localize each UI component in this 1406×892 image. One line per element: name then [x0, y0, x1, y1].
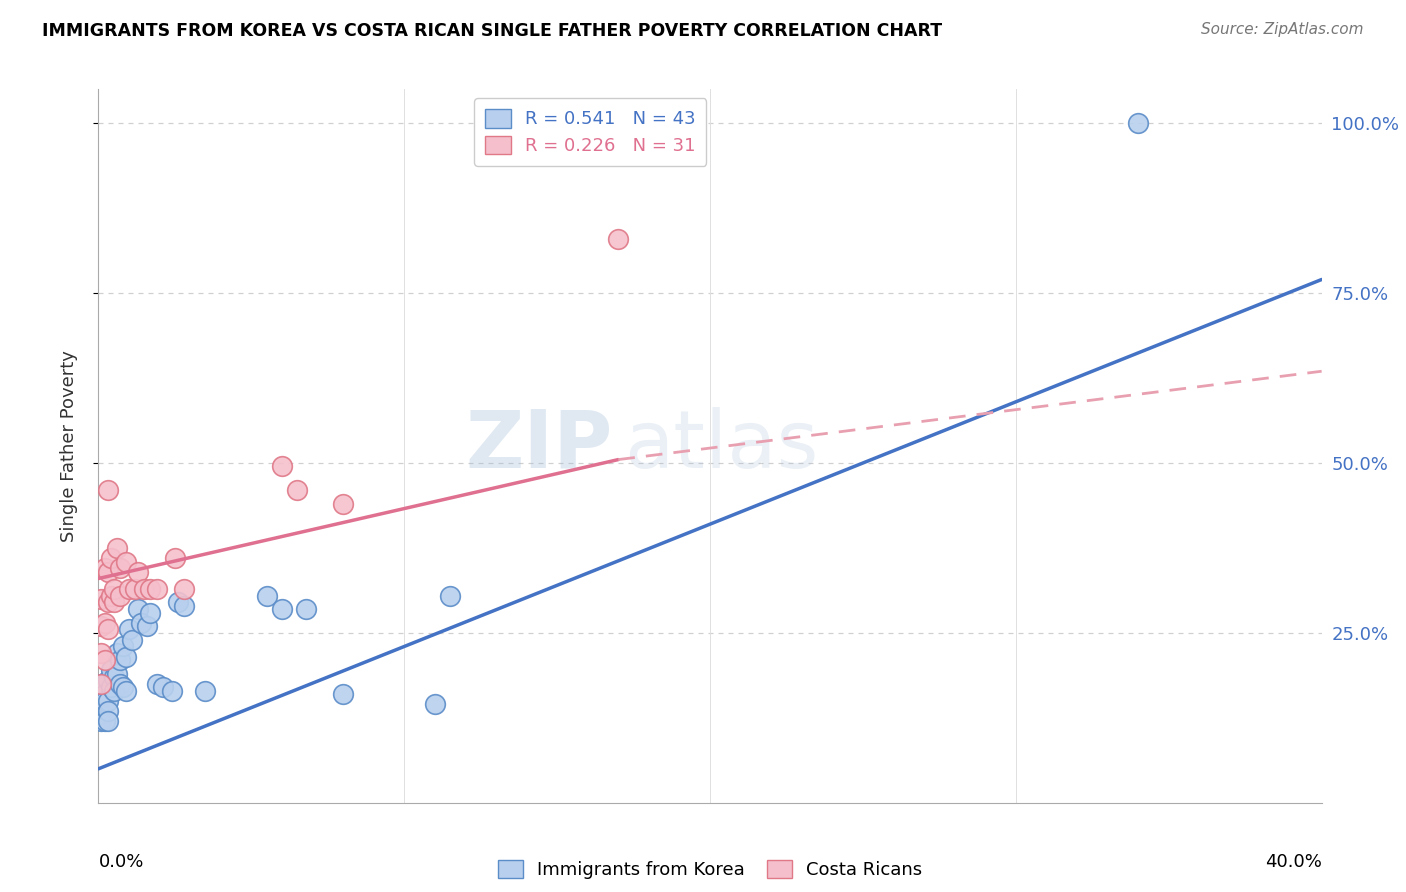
Point: [152, 680, 174, 694]
Point: [108, 677, 131, 691]
Point: [115, 683, 138, 698]
Point: [103, 683, 125, 698]
Point: [90, 690, 112, 705]
Point: [439, 589, 461, 603]
Point: [136, 619, 159, 633]
Point: [332, 687, 354, 701]
Point: [124, 582, 146, 596]
Point: [121, 632, 143, 647]
Point: [115, 555, 138, 569]
Point: [100, 663, 122, 677]
Point: [93, 694, 115, 708]
Point: [173, 599, 195, 613]
Point: [129, 615, 152, 630]
Point: [90, 707, 112, 722]
Text: IMMIGRANTS FROM KOREA VS COSTA RICAN SINGLE FATHER POVERTY CORRELATION CHART: IMMIGRANTS FROM KOREA VS COSTA RICAN SIN…: [42, 22, 942, 40]
Text: 0.0%: 0.0%: [98, 853, 143, 871]
Point: [90, 619, 112, 633]
Point: [97, 704, 120, 718]
Point: [108, 589, 131, 603]
Point: [90, 646, 112, 660]
Point: [90, 591, 112, 606]
Point: [115, 649, 138, 664]
Point: [97, 673, 120, 688]
Point: [139, 606, 162, 620]
Point: [295, 602, 318, 616]
Text: 40.0%: 40.0%: [1265, 853, 1322, 871]
Legend: Immigrants from Korea, Costa Ricans: Immigrants from Korea, Costa Ricans: [491, 853, 929, 887]
Y-axis label: Single Father Poverty: Single Father Poverty: [59, 350, 77, 542]
Point: [607, 232, 630, 246]
Point: [111, 640, 134, 654]
Point: [90, 677, 112, 691]
Point: [160, 683, 183, 698]
Point: [145, 677, 167, 691]
Point: [173, 582, 195, 596]
Point: [285, 483, 308, 498]
Point: [332, 497, 354, 511]
Point: [93, 687, 115, 701]
Point: [270, 602, 292, 616]
Text: ZIP: ZIP: [465, 407, 612, 485]
Point: [97, 483, 120, 498]
Point: [423, 698, 446, 712]
Point: [97, 595, 120, 609]
Point: [103, 595, 125, 609]
Point: [93, 561, 115, 575]
Point: [167, 595, 190, 609]
Text: atlas: atlas: [624, 407, 818, 485]
Text: Source: ZipAtlas.com: Source: ZipAtlas.com: [1201, 22, 1364, 37]
Point: [118, 582, 141, 596]
Point: [111, 680, 134, 694]
Point: [105, 666, 128, 681]
Point: [100, 551, 122, 566]
Point: [100, 589, 122, 603]
Point: [97, 694, 120, 708]
Point: [97, 714, 120, 729]
Point: [118, 623, 141, 637]
Point: [139, 582, 162, 596]
Point: [270, 459, 292, 474]
Point: [93, 677, 115, 691]
Point: [105, 541, 128, 555]
Point: [163, 551, 186, 566]
Point: [90, 677, 112, 691]
Point: [127, 602, 149, 616]
Point: [93, 714, 115, 729]
Point: [108, 653, 131, 667]
Point: [145, 582, 167, 596]
Point: [97, 623, 120, 637]
Point: [194, 683, 217, 698]
Point: [97, 565, 120, 579]
Point: [256, 589, 278, 603]
Point: [93, 615, 115, 630]
Point: [105, 646, 128, 660]
Point: [108, 561, 131, 575]
Point: [90, 714, 112, 729]
Point: [103, 670, 125, 684]
Point: [100, 680, 122, 694]
Point: [93, 653, 115, 667]
Point: [1128, 116, 1150, 130]
Point: [103, 582, 125, 596]
Point: [134, 582, 156, 596]
Point: [127, 565, 149, 579]
